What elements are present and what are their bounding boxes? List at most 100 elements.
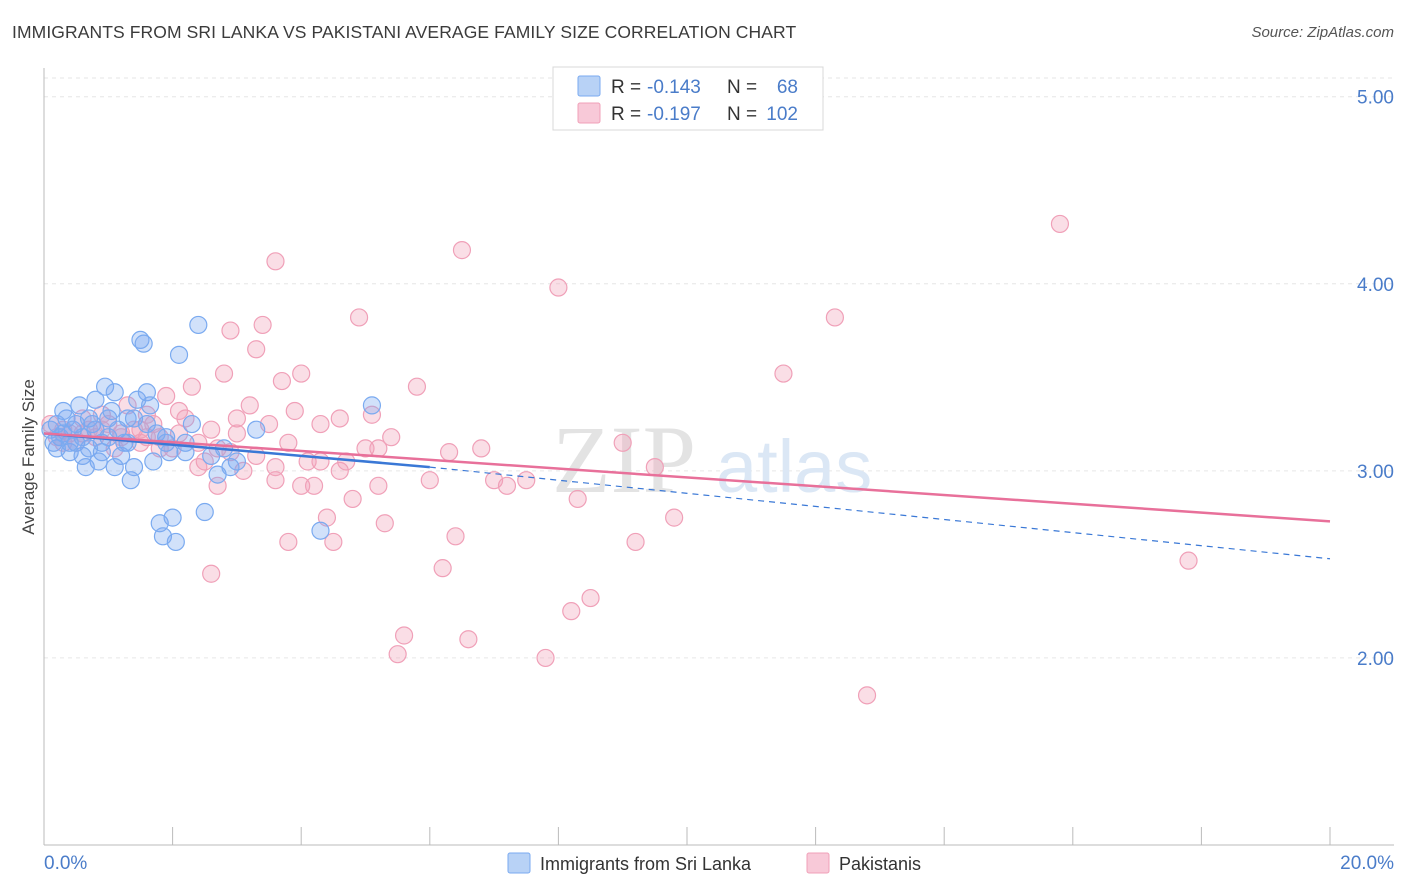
pakistanis-point-64: [497, 476, 517, 495]
y-tick-labels: 2.00 3.00 4.00 5.00: [1357, 88, 1394, 670]
y-tick-label-0: 2.00: [1357, 649, 1394, 670]
pakistanis-point-61: [459, 630, 478, 649]
pakistanis-point-39: [292, 364, 311, 383]
pakistanis-point-95: [189, 458, 208, 477]
sri-lanka-point-38: [163, 508, 182, 527]
sri-lanka-point-32: [144, 452, 163, 471]
sri-lanka-point-29: [134, 334, 153, 353]
pakistanis-point-22: [182, 377, 201, 396]
pakistanis-point-38: [285, 401, 304, 421]
legend-r-label-2: R =: [611, 104, 641, 125]
pakistanis-point-31: [240, 396, 259, 415]
pakistanis-point-69: [568, 489, 587, 509]
sri-lanka-trend-extension: [429, 466, 1331, 560]
pakistanis-point-47: [343, 489, 362, 509]
pakistanis-point-54: [388, 645, 407, 664]
bottom-legend-swatch-blue: [507, 852, 531, 874]
source-label: Source: ZipAtlas.com: [1251, 24, 1394, 41]
legend-n-label-1: N =: [727, 77, 757, 98]
pakistanis-point-97: [227, 424, 246, 443]
pakistanis-point-49: [356, 439, 375, 458]
sri-lanka-point-26: [124, 458, 144, 477]
y-tick-label-2: 4.00: [1357, 275, 1394, 296]
pakistanis-point-100: [292, 476, 311, 495]
sri-lanka-point-53: [54, 401, 73, 421]
sri-lanka-point-14: [86, 390, 105, 409]
sri-lanka-point-62: [118, 433, 137, 452]
pakistanis-point-76: [825, 308, 844, 327]
bottom-legend-label-pakistanis: Pakistanis: [839, 854, 921, 874]
legend-n-value-1: 68: [777, 77, 798, 98]
sri-lanka-point-52: [362, 396, 382, 415]
watermark-atlas: atlas: [716, 425, 872, 508]
pakistanis-point-35: [266, 471, 285, 490]
pakistanis-point-72: [626, 532, 645, 552]
pakistanis-point-86: [446, 527, 465, 546]
pakistanis-point-57: [420, 471, 439, 490]
legend-swatch-pink: [577, 102, 601, 124]
pakistanis-point-84: [311, 452, 330, 471]
pakistanis-point-80: [266, 252, 285, 271]
pakistanis-point-44: [324, 532, 343, 552]
sri-lanka-point-49: [227, 452, 246, 471]
pakistanis-point-66: [536, 648, 555, 668]
sri-lanka-point-13: [83, 414, 102, 434]
watermark-zip: ZIP: [552, 406, 696, 513]
pakistanis-point-99: [266, 458, 285, 477]
sri-lanka-point-42: [182, 414, 201, 434]
pakistanis-point-12: [118, 396, 137, 415]
pakistanis-point-85: [369, 439, 388, 458]
pakistanis-point-48: [349, 308, 369, 327]
sri-lanka-point-24: [118, 409, 137, 428]
pakistanis-point-56: [407, 377, 427, 396]
pakistanis-point-75: [774, 364, 793, 383]
bottom-legend-label-sri-lanka: Immigrants from Sri Lanka: [540, 854, 752, 874]
pakistanis-point-51: [369, 476, 388, 495]
sri-lanka-point-61: [99, 409, 118, 428]
pakistanis-point-41: [304, 476, 324, 495]
pakistanis-point-68: [562, 602, 581, 621]
bottom-legend-swatch-pink: [806, 852, 830, 874]
legend-n-value-2: 102: [766, 104, 798, 125]
pakistanis-point-59: [439, 443, 459, 462]
chart-title: IMMIGRANTS FROM SRI LANKA VS PAKISTANI A…: [12, 22, 797, 42]
pakistanis-point-82: [202, 564, 221, 583]
sri-lanka-point-40: [169, 345, 189, 364]
y-axis-title: Average Family Size: [19, 379, 38, 535]
x-tick-label-min: 0.0%: [44, 853, 87, 874]
sri-lanka-point-67: [79, 409, 99, 428]
pakistanis-point-70: [581, 588, 600, 608]
sri-lanka-point-17: [95, 377, 115, 396]
gridlines: [44, 77, 1394, 659]
pakistanis-point-52: [375, 514, 394, 533]
pakistanis-point-71: [613, 433, 632, 452]
pakistanis-trend-line: [43, 432, 1331, 523]
pakistanis-point-98: [247, 446, 266, 465]
legend-r-value-1: -0.143: [647, 77, 701, 98]
sri-lanka-point-37: [160, 443, 179, 462]
pakistanis-point-27: [214, 364, 234, 383]
pakistanis-points: [41, 214, 1198, 705]
pakistanis-point-43: [317, 508, 337, 527]
pakistanis-point-29: [227, 409, 246, 428]
pakistanis-point-77: [857, 686, 877, 705]
pakistanis-point-74: [665, 508, 684, 527]
sri-lanka-point-39: [166, 532, 185, 552]
sri-lanka-point-55: [92, 443, 111, 462]
pakistanis-point-79: [1179, 551, 1198, 570]
sri-lanka-point-56: [105, 458, 124, 477]
pakistanis-point-53: [382, 428, 401, 447]
pakistanis-point-25: [202, 420, 221, 439]
pakistanis-point-62: [472, 439, 491, 458]
pakistanis-point-55: [394, 626, 414, 645]
pakistanis-point-42: [311, 414, 330, 434]
sri-lanka-point-9: [70, 396, 89, 415]
pakistanis-point-65: [517, 471, 536, 490]
sri-lanka-point-51: [311, 521, 330, 540]
pakistanis-point-58: [433, 559, 452, 578]
pakistanis-point-33: [253, 315, 272, 335]
pakistanis-point-73: [645, 458, 664, 477]
legend-n-label-2: N =: [727, 104, 757, 125]
sri-lanka-points: [41, 315, 382, 552]
